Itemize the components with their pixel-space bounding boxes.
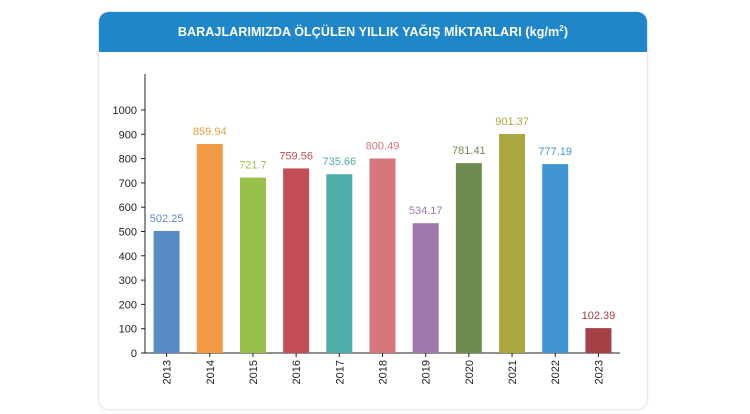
value-label: 735.66: [322, 156, 356, 168]
bar: [412, 223, 439, 353]
y-tick-label: 200: [119, 299, 137, 311]
x-tick-label: 2019: [421, 360, 433, 384]
chart-title: BARAJLARIMIZDA ÖLÇÜLEN YILLIK YAĞIŞ MİKT…: [177, 24, 569, 40]
bar: [499, 133, 526, 353]
y-tick-label: 0: [131, 348, 137, 360]
y-tick-label: 600: [119, 202, 137, 214]
value-label: 102.39: [582, 310, 616, 322]
bar: [153, 230, 180, 353]
chart-header: BARAJLARIMIZDA ÖLÇÜLEN YILLIK YAĞIŞ MİKT…: [99, 12, 647, 52]
value-label: 502.25: [150, 213, 184, 225]
bar: [326, 174, 353, 353]
value-label: 800.49: [366, 140, 400, 152]
y-tick-label: 100: [119, 324, 137, 336]
x-tick-label: 2021: [507, 360, 519, 384]
x-tick-label: 2023: [593, 360, 605, 384]
bar: [585, 328, 612, 353]
bar: [196, 144, 223, 353]
y-tick-label: 1000: [113, 105, 137, 117]
y-tick-label: 500: [119, 227, 137, 239]
value-label: 901.37: [495, 116, 529, 128]
value-label: 777.19: [538, 146, 572, 158]
x-tick-label: 2018: [378, 360, 390, 384]
bar: [283, 168, 310, 353]
x-tick-label: 2017: [334, 360, 346, 384]
y-tick-label: 900: [119, 129, 137, 141]
value-label: 534.17: [409, 205, 443, 217]
y-tick-label: 300: [119, 275, 137, 287]
value-label: 781.41: [452, 145, 486, 157]
bar: [455, 163, 482, 353]
value-label: 859.94: [193, 126, 227, 138]
value-label: 759.56: [279, 150, 313, 162]
y-tick-label: 700: [119, 178, 137, 190]
y-tick-label: 800: [119, 154, 137, 166]
value-label: 721.7: [239, 160, 267, 172]
x-tick-label: 2016: [291, 360, 303, 384]
x-tick-label: 2014: [205, 360, 217, 384]
x-tick-label: 2015: [248, 360, 260, 384]
y-tick-label: 400: [119, 251, 137, 263]
bar: [369, 158, 396, 353]
x-tick-label: 2020: [464, 360, 476, 384]
x-tick-label: 2022: [550, 360, 562, 384]
x-tick-label: 2013: [162, 360, 174, 384]
bar: [239, 177, 266, 353]
bar: [542, 164, 569, 353]
